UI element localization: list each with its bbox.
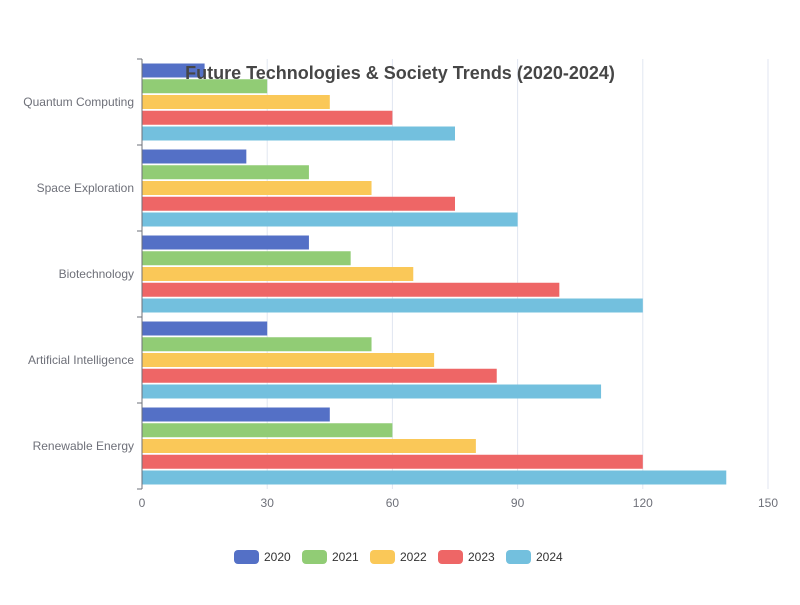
category-label: Artificial Intelligence (28, 353, 134, 367)
legend-swatch (302, 550, 327, 564)
x-tick-label: 90 (511, 496, 525, 510)
chart-title: Future Technologies & Society Trends (20… (185, 63, 615, 83)
bar-2020[interactable] (142, 63, 205, 78)
legend-item-2024[interactable]: 2024 (506, 550, 563, 564)
bar-2023[interactable] (142, 196, 455, 211)
bar-2022[interactable] (142, 353, 435, 367)
bar-2024[interactable] (142, 470, 727, 485)
bar-2020[interactable] (142, 149, 247, 164)
bar-2020[interactable] (142, 235, 309, 250)
axes: 0 30 60 90 120 150 Quantum Computing Space Expl… (23, 58, 778, 510)
x-tick-label: 60 (386, 496, 400, 510)
bar-2021[interactable] (142, 79, 268, 94)
category-label: Quantum Computing (23, 95, 134, 109)
bar-2024[interactable] (142, 212, 518, 227)
x-tick-label: 150 (758, 496, 778, 510)
legend[interactable]: 2020 2021 2022 2023 2024 (234, 550, 563, 564)
bar-2023[interactable] (142, 368, 497, 383)
bar-2024[interactable] (142, 384, 602, 399)
legend-swatch (438, 550, 463, 564)
x-tick-label: 120 (633, 496, 653, 510)
bar-2023[interactable] (142, 282, 560, 297)
bar-2024[interactable] (142, 126, 455, 141)
bar-2021[interactable] (142, 165, 309, 180)
category-label: Biotechnology (59, 267, 134, 281)
bar-2021[interactable] (142, 337, 372, 352)
legend-item-2021[interactable]: 2021 (302, 550, 359, 564)
bar-2021[interactable] (142, 251, 351, 266)
category-label: Space Exploration (37, 181, 134, 195)
bar-2022[interactable] (142, 95, 330, 109)
bar-2020[interactable] (142, 321, 268, 336)
bar-2021[interactable] (142, 423, 393, 438)
legend-label: 2023 (468, 550, 495, 564)
legend-label: 2021 (332, 550, 359, 564)
legend-swatch (370, 550, 395, 564)
legend-swatch (234, 550, 259, 564)
legend-label: 2020 (264, 550, 291, 564)
bars (142, 63, 727, 485)
bar-2022[interactable] (142, 267, 414, 281)
bar-2020[interactable] (142, 407, 330, 422)
x-tick-label: 30 (261, 496, 275, 510)
bar-2022[interactable] (142, 181, 372, 195)
legend-item-2020[interactable]: 2020 (234, 550, 291, 564)
legend-label: 2022 (400, 550, 427, 564)
legend-label: 2024 (536, 550, 563, 564)
bar-2024[interactable] (142, 298, 643, 313)
x-tick-label: 0 (139, 496, 146, 510)
category-label: Renewable Energy (33, 439, 134, 453)
bar-2022[interactable] (142, 439, 476, 453)
legend-item-2022[interactable]: 2022 (370, 550, 427, 564)
legend-item-2023[interactable]: 2023 (438, 550, 495, 564)
bar-2023[interactable] (142, 110, 393, 125)
bar-2023[interactable] (142, 454, 643, 469)
legend-swatch (506, 550, 531, 564)
